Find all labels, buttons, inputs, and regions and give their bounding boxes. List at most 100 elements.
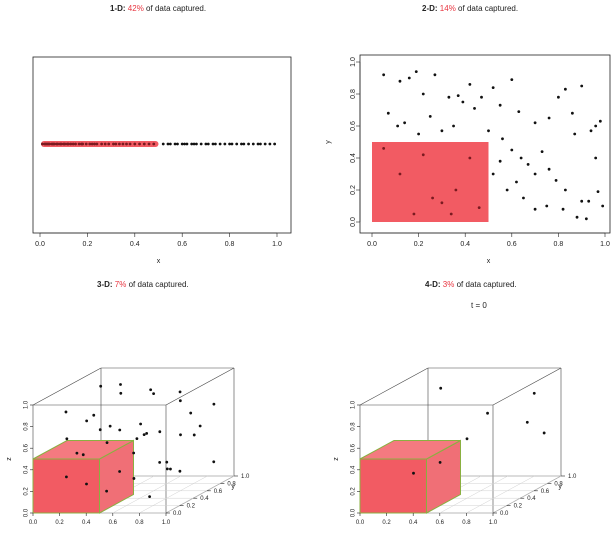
- box-edge: [32, 367, 102, 406]
- data-point: [575, 215, 579, 219]
- data-point: [64, 410, 68, 414]
- x-tick-label: 0.0: [356, 520, 365, 526]
- data-point: [547, 116, 551, 120]
- floor-grid-line: [439, 475, 508, 514]
- chart-1d-title-percent: 42%: [127, 4, 144, 13]
- data-point: [125, 142, 128, 146]
- y-tick-label: 0.2: [514, 504, 523, 510]
- data-point: [223, 142, 227, 146]
- data-point: [259, 142, 262, 146]
- data-point: [477, 206, 481, 210]
- chart-2d-title-suffix: of data captured.: [458, 4, 519, 13]
- data-point: [456, 94, 460, 97]
- data-point: [561, 207, 565, 211]
- x-tick-label: 0.0: [29, 520, 38, 526]
- data-point: [118, 470, 121, 473]
- x-axis-label: x: [487, 258, 491, 265]
- data-point: [165, 467, 169, 471]
- data-point: [65, 475, 68, 479]
- x-tick-label: 1.0: [162, 520, 171, 526]
- capture-cube-front: [359, 458, 427, 514]
- data-point: [242, 142, 246, 146]
- y-tick-label: 0.2: [187, 504, 196, 510]
- data-point: [547, 167, 551, 171]
- box-edge: [492, 367, 562, 406]
- data-point: [142, 142, 146, 146]
- data-point: [519, 156, 523, 160]
- y-tick-label: 0.8: [350, 89, 357, 99]
- data-point: [398, 79, 402, 83]
- data-point: [431, 196, 434, 200]
- data-point: [473, 107, 476, 110]
- z-tick-label: 0.0: [351, 508, 357, 517]
- box-edge: [165, 367, 235, 406]
- data-point: [128, 142, 132, 146]
- data-point: [195, 142, 198, 146]
- data-point: [486, 411, 489, 415]
- x-tick-label: 0.0: [35, 241, 45, 248]
- y-tick-label: 1.0: [350, 57, 357, 67]
- data-point: [517, 110, 521, 113]
- data-point: [117, 142, 121, 146]
- z-tick-label: 0.4: [24, 465, 30, 474]
- data-point: [382, 73, 386, 77]
- data-point: [594, 124, 598, 128]
- data-point: [584, 217, 588, 221]
- data-point: [580, 84, 584, 88]
- data-point: [414, 70, 418, 73]
- chart-3d-title-suffix: of data captured.: [128, 280, 189, 289]
- x-tick-label: 0.4: [130, 241, 140, 248]
- data-point: [439, 386, 443, 390]
- data-point: [540, 150, 544, 154]
- data-point: [69, 142, 73, 146]
- chart-4d-title-percent: 3%: [442, 280, 455, 289]
- data-point: [386, 111, 390, 115]
- data-point: [75, 451, 79, 455]
- data-point: [161, 142, 165, 146]
- data-point: [522, 196, 525, 200]
- data-point: [132, 451, 136, 455]
- floor-grid-line: [139, 475, 208, 514]
- data-point: [589, 129, 593, 133]
- data-point: [84, 142, 88, 146]
- capture-region: [41, 141, 159, 147]
- data-point: [533, 172, 537, 176]
- data-point: [90, 142, 94, 146]
- data-point: [545, 204, 549, 208]
- data-point: [40, 142, 44, 146]
- data-point: [454, 188, 458, 192]
- data-point: [256, 142, 260, 146]
- data-point: [468, 83, 472, 86]
- y-tick-label: 0.8: [227, 481, 236, 487]
- data-point: [515, 180, 518, 184]
- chart-3d-title-label: 3-D: [97, 280, 110, 289]
- data-point: [596, 190, 600, 194]
- data-point: [533, 207, 537, 211]
- y-tick-label: 0.2: [350, 185, 357, 195]
- chart-1d-title: 1-D: 42% of data captured.: [110, 4, 207, 13]
- data-point: [152, 142, 156, 146]
- x-tick-label: 0.8: [135, 520, 144, 526]
- data-point: [178, 390, 182, 394]
- y-tick-label: 0.6: [350, 121, 357, 131]
- data-point: [65, 437, 69, 441]
- chart-4d-subtitle: t = 0: [471, 301, 487, 310]
- data-point: [403, 121, 407, 125]
- chart-2d-plot: 0.0 0.2 0.4 0.6 0.8 1.0 x 0.0 0.2 0.4 0.6 0.8 1.0 y: [325, 54, 611, 265]
- data-point: [142, 433, 146, 437]
- data-point: [396, 124, 400, 128]
- data-point: [510, 78, 514, 81]
- data-point: [570, 111, 574, 115]
- data-point: [105, 441, 109, 445]
- data-point: [412, 471, 415, 475]
- floor-grid-line: [466, 475, 535, 514]
- data-point: [452, 124, 455, 128]
- z-tick-label: 0.6: [24, 443, 30, 452]
- y-tick-label: 1.0: [568, 474, 577, 480]
- x-tick-label: 0.2: [83, 241, 93, 248]
- chart-2d-title-percent: 14%: [439, 4, 456, 13]
- data-point: [228, 142, 232, 146]
- data-point: [498, 103, 502, 107]
- data-point: [114, 142, 118, 146]
- chart-3d: 3-D: 7% of data captured. 0.0 0.2 0.4 0.6 0.…: [0, 270, 307, 539]
